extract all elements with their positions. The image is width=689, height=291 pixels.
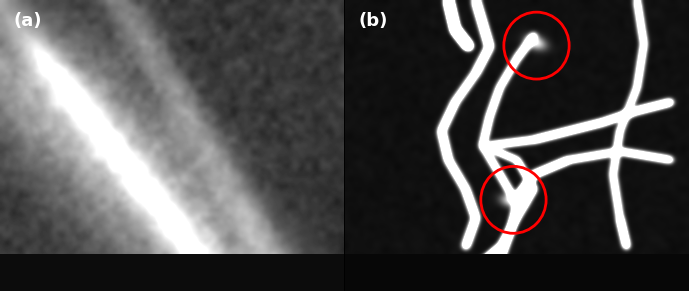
Text: (a): (a) <box>14 12 42 30</box>
Text: (b): (b) <box>359 12 389 30</box>
